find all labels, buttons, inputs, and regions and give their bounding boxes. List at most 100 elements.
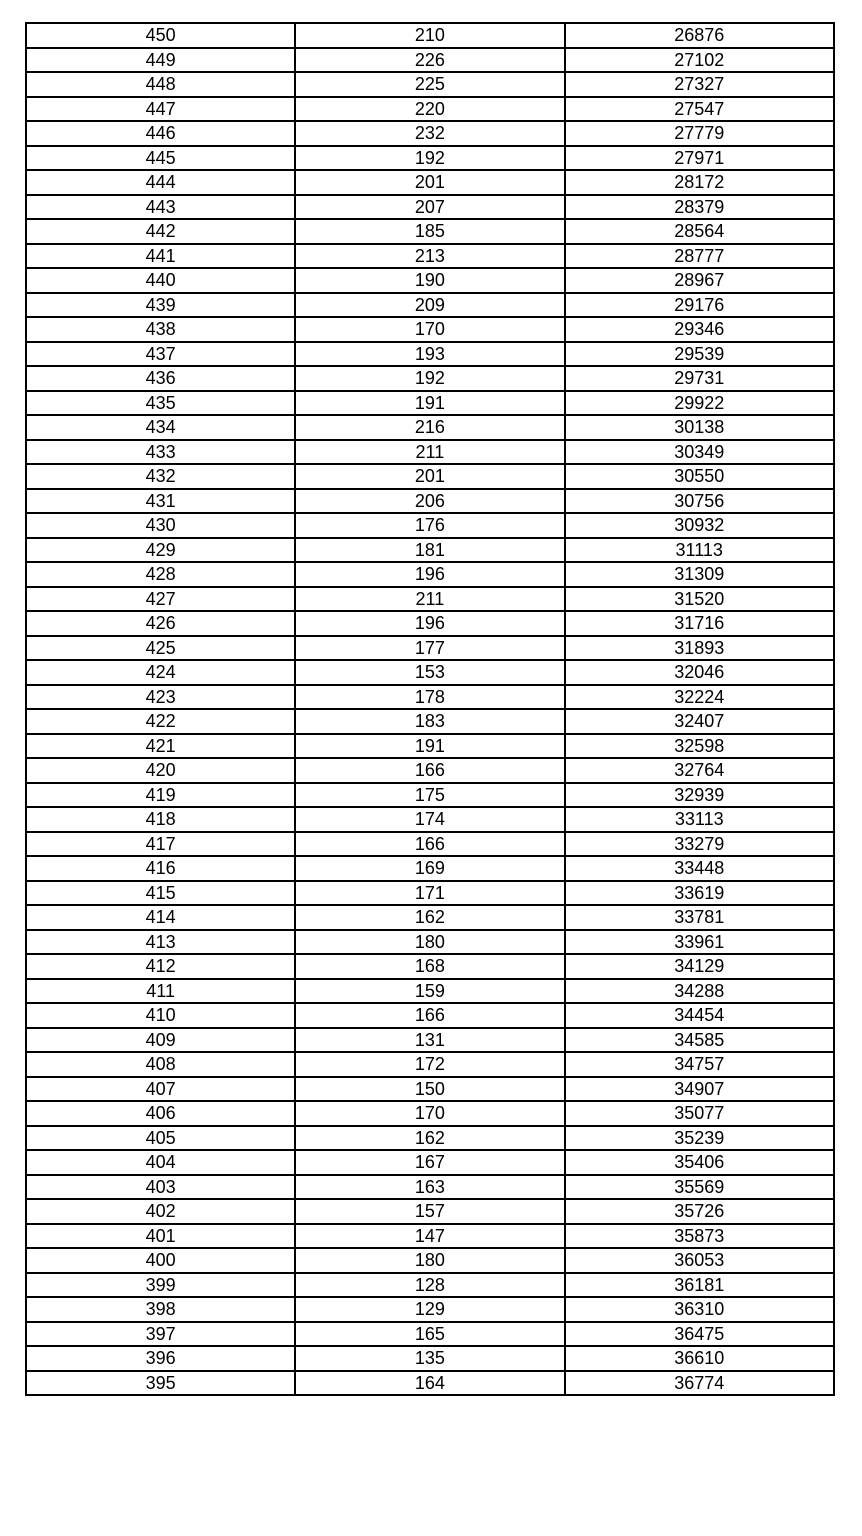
cumulative-cell: 34585 bbox=[563, 1026, 835, 1053]
cumulative-cell: 36475 bbox=[563, 1320, 835, 1347]
cumulative-cell: 34907 bbox=[563, 1075, 835, 1102]
score-cell: 409 bbox=[24, 1026, 297, 1053]
cumulative-cell: 27102 bbox=[563, 46, 835, 73]
count-cell: 162 bbox=[294, 904, 566, 931]
table-row: 417 166 33279 bbox=[24, 830, 835, 857]
table-row: 416 169 33448 bbox=[24, 855, 835, 882]
table-row: 408 172 34757 bbox=[24, 1051, 835, 1078]
count-cell: 211 bbox=[294, 585, 566, 612]
cumulative-cell: 30932 bbox=[563, 512, 835, 539]
table-row: 439 209 29176 bbox=[24, 291, 835, 318]
count-cell: 201 bbox=[294, 169, 566, 196]
count-cell: 232 bbox=[294, 120, 566, 147]
cumulative-cell: 29539 bbox=[563, 340, 835, 367]
score-cell: 449 bbox=[24, 46, 297, 73]
score-table: 450 210 26876 449 226 27102 448 225 27327 447 220 2… bbox=[24, 22, 835, 1396]
table-row: 436 192 29731 bbox=[24, 365, 835, 392]
cumulative-cell: 34288 bbox=[563, 977, 835, 1004]
table-row: 422 183 32407 bbox=[24, 708, 835, 735]
cumulative-cell: 29346 bbox=[563, 316, 835, 343]
count-cell: 191 bbox=[294, 389, 566, 416]
count-cell: 178 bbox=[294, 683, 566, 710]
table-row: 405 162 35239 bbox=[24, 1124, 835, 1151]
cumulative-cell: 32407 bbox=[563, 708, 835, 735]
score-cell: 441 bbox=[24, 242, 297, 269]
count-cell: 176 bbox=[294, 512, 566, 539]
score-cell: 435 bbox=[24, 389, 297, 416]
table-row: 437 193 29539 bbox=[24, 340, 835, 367]
count-cell: 147 bbox=[294, 1222, 566, 1249]
cumulative-cell: 27971 bbox=[563, 144, 835, 171]
cumulative-cell: 28172 bbox=[563, 169, 835, 196]
score-cell: 421 bbox=[24, 732, 297, 759]
count-cell: 183 bbox=[294, 708, 566, 735]
table-row: 412 168 34129 bbox=[24, 953, 835, 980]
table-row: 432 201 30550 bbox=[24, 463, 835, 490]
count-cell: 191 bbox=[294, 732, 566, 759]
cumulative-cell: 36610 bbox=[563, 1345, 835, 1372]
score-cell: 443 bbox=[24, 193, 297, 220]
table-row: 419 175 32939 bbox=[24, 781, 835, 808]
table-row: 398 129 36310 bbox=[24, 1296, 835, 1323]
cumulative-cell: 31309 bbox=[563, 561, 835, 588]
table-row: 423 178 32224 bbox=[24, 683, 835, 710]
table-row: 447 220 27547 bbox=[24, 95, 835, 122]
score-cell: 414 bbox=[24, 904, 297, 931]
table-row: 427 211 31520 bbox=[24, 585, 835, 612]
table-row: 395 164 36774 bbox=[24, 1369, 835, 1396]
table-row: 428 196 31309 bbox=[24, 561, 835, 588]
count-cell: 159 bbox=[294, 977, 566, 1004]
count-cell: 128 bbox=[294, 1271, 566, 1298]
score-cell: 403 bbox=[24, 1173, 297, 1200]
score-cell: 445 bbox=[24, 144, 297, 171]
cumulative-cell: 33619 bbox=[563, 879, 835, 906]
score-cell: 411 bbox=[24, 977, 297, 1004]
table-row: 446 232 27779 bbox=[24, 120, 835, 147]
count-cell: 166 bbox=[294, 830, 566, 857]
cumulative-cell: 28777 bbox=[563, 242, 835, 269]
table-row: 421 191 32598 bbox=[24, 732, 835, 759]
table-row: 400 180 36053 bbox=[24, 1247, 835, 1274]
count-cell: 210 bbox=[294, 22, 566, 49]
cumulative-cell: 33279 bbox=[563, 830, 835, 857]
count-cell: 196 bbox=[294, 610, 566, 637]
table-row: 433 211 30349 bbox=[24, 438, 835, 465]
cumulative-cell: 35239 bbox=[563, 1124, 835, 1151]
score-cell: 426 bbox=[24, 610, 297, 637]
cumulative-cell: 36053 bbox=[563, 1247, 835, 1274]
score-cell: 446 bbox=[24, 120, 297, 147]
table-row: 409 131 34585 bbox=[24, 1026, 835, 1053]
cumulative-cell: 35873 bbox=[563, 1222, 835, 1249]
score-cell: 413 bbox=[24, 928, 297, 955]
table-row: 449 226 27102 bbox=[24, 46, 835, 73]
count-cell: 225 bbox=[294, 71, 566, 98]
cumulative-cell: 34129 bbox=[563, 953, 835, 980]
table-row: 399 128 36181 bbox=[24, 1271, 835, 1298]
score-cell: 428 bbox=[24, 561, 297, 588]
count-cell: 172 bbox=[294, 1051, 566, 1078]
table-row: 448 225 27327 bbox=[24, 71, 835, 98]
count-cell: 213 bbox=[294, 242, 566, 269]
score-cell: 406 bbox=[24, 1100, 297, 1127]
score-cell: 429 bbox=[24, 536, 297, 563]
score-cell: 427 bbox=[24, 585, 297, 612]
count-cell: 185 bbox=[294, 218, 566, 245]
count-cell: 167 bbox=[294, 1149, 566, 1176]
cumulative-cell: 32764 bbox=[563, 757, 835, 784]
score-cell: 397 bbox=[24, 1320, 297, 1347]
cumulative-cell: 36774 bbox=[563, 1369, 835, 1396]
score-cell: 425 bbox=[24, 634, 297, 661]
score-cell: 404 bbox=[24, 1149, 297, 1176]
table-row: 404 167 35406 bbox=[24, 1149, 835, 1176]
cumulative-cell: 35726 bbox=[563, 1198, 835, 1225]
cumulative-cell: 32939 bbox=[563, 781, 835, 808]
score-cell: 424 bbox=[24, 659, 297, 686]
count-cell: 180 bbox=[294, 928, 566, 955]
table-row: 431 206 30756 bbox=[24, 487, 835, 514]
cumulative-cell: 36310 bbox=[563, 1296, 835, 1323]
table-row: 430 176 30932 bbox=[24, 512, 835, 539]
cumulative-cell: 28967 bbox=[563, 267, 835, 294]
count-cell: 168 bbox=[294, 953, 566, 980]
score-cell: 408 bbox=[24, 1051, 297, 1078]
score-cell: 418 bbox=[24, 806, 297, 833]
